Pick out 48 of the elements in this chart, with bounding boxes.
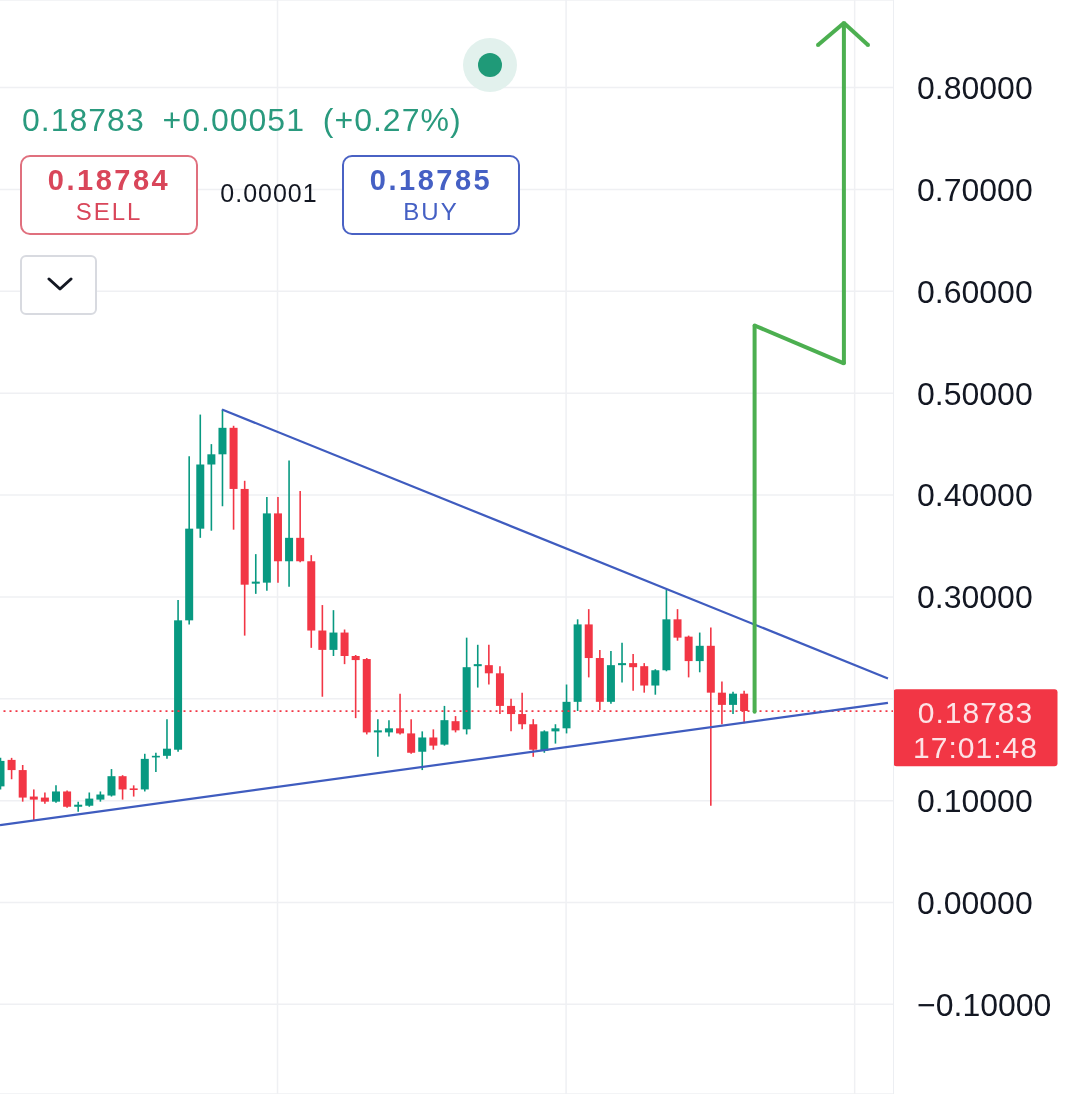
y-tick-label: 0.60000 [917,273,1033,310]
y-tick-label: 0.80000 [917,69,1033,106]
candlestick [551,723,560,745]
candlestick [407,718,416,755]
y-tick-label: 0.30000 [917,579,1033,616]
annotation: BUY [403,196,459,227]
candlestick [118,774,127,801]
candlestick [285,459,294,588]
candlestick [473,643,482,689]
candlestick [296,490,305,564]
text: 0.18783 +0.00051 (+0.27%) [22,101,462,140]
candlestick [318,604,327,698]
candlestick [329,609,338,657]
y-tick-label: 0.40000 [917,477,1033,514]
candlestick [384,719,393,738]
candlestick [373,718,382,758]
candlestick [484,643,493,686]
candlestick [673,608,682,642]
annotation: SELL [75,196,143,227]
y-tick-label: −0.10000 [917,986,1052,1023]
candlestick [7,757,16,781]
annotation: 0.00001 [219,178,319,209]
text: 17:01:48 [913,730,1038,764]
candlestick [540,729,549,754]
candlestick [640,662,649,694]
candlestick [207,443,216,532]
candlestick [251,553,260,595]
candlestick [695,631,704,674]
candlestick [107,768,116,798]
buy-button: 0.18785 BUY [342,155,520,235]
y-tick-label: 0.10000 [917,783,1033,819]
candlestick [729,690,738,715]
y-tick-label: 0.70000 [917,171,1033,208]
annotation: 0.18784 [47,163,171,197]
sell-button: 0.18784 SELL [20,155,198,235]
candlestick [618,641,627,684]
y-tick-label: 0.00000 [917,884,1033,921]
ref-line-label: 0.18783 [917,695,1034,729]
candlestick [629,653,638,692]
candlestick [418,730,427,771]
candlestick [429,728,438,751]
candlestick [162,718,171,760]
annotation: 0.18785 [369,163,493,197]
candlestick [74,800,83,813]
candlestick [29,788,38,822]
candlestick [651,668,660,696]
candlestick [340,628,349,665]
y-tick-label: 0.50000 [917,375,1033,412]
